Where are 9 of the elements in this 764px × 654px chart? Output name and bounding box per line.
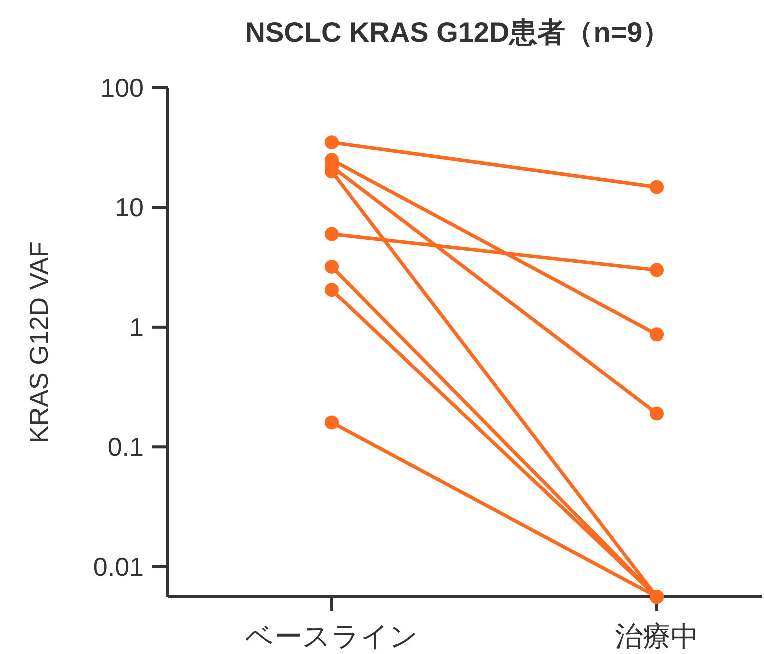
y-tick-label: 100 — [100, 73, 144, 103]
y-axis-title: KRAS G12D VAF — [24, 242, 54, 444]
x-tick-label: ベースライン — [246, 621, 418, 652]
x-tick-label: 治療中 — [615, 621, 699, 652]
chart-title: NSCLC KRAS G12D患者（n=9） — [245, 17, 671, 48]
y-tick-label: 0.1 — [108, 432, 144, 462]
y-tick-label: 0.01 — [93, 552, 144, 582]
y-tick-label: 10 — [115, 192, 144, 223]
y-tick-label: 1 — [130, 312, 144, 342]
